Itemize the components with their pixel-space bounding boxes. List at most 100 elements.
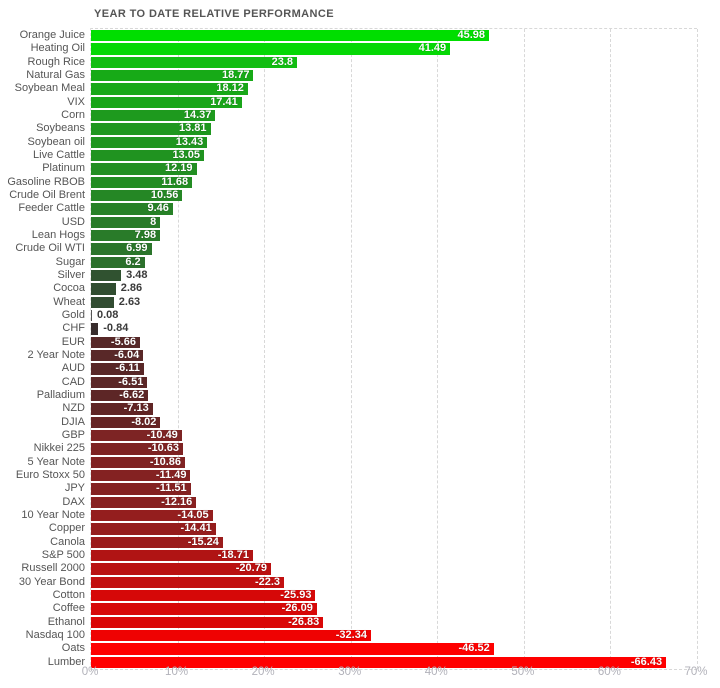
bar-row: Corn 14.37 bbox=[61, 109, 697, 122]
bar-row: 10 Year Note -14.05 bbox=[21, 509, 697, 522]
category-label: EUR bbox=[61, 335, 85, 348]
category-label: Corn bbox=[61, 109, 85, 121]
bar-row: Wheat 2.63 bbox=[53, 296, 697, 309]
bar-row: Nasdaq 100 -32.34 bbox=[26, 629, 697, 642]
bar-row: Crude Oil Brent 10.56 bbox=[9, 189, 697, 202]
value-label: -0.84 bbox=[103, 322, 129, 335]
category-label: Wheat bbox=[53, 295, 85, 308]
category-label: Russell 2000 bbox=[21, 562, 85, 575]
category-label: Cocoa bbox=[53, 282, 85, 295]
value-label: -11.49 bbox=[155, 469, 187, 482]
value-label: -6.11 bbox=[115, 362, 140, 375]
category-label: 30 Year Bond bbox=[18, 575, 85, 588]
value-label: 11.68 bbox=[161, 175, 189, 188]
gridline bbox=[264, 29, 266, 669]
bar-row: Gasoline RBOB 11.68 bbox=[7, 175, 697, 189]
chart-title: YEAR TO DATE RELATIVE PERFORMANCE bbox=[94, 8, 334, 20]
bar bbox=[91, 323, 99, 335]
value-label: -22.3 bbox=[254, 575, 281, 588]
bar: -46.52 bbox=[91, 642, 494, 655]
value-label: -8.02 bbox=[131, 415, 157, 428]
bar-row: GBP -10.49 bbox=[62, 429, 697, 442]
bar-row: Natural Gas 18.77 bbox=[26, 69, 697, 82]
category-label: Gasoline RBOB bbox=[7, 175, 85, 188]
category-label: DAX bbox=[62, 495, 85, 508]
value-label: -46.52 bbox=[458, 642, 490, 655]
category-label: Natural Gas bbox=[26, 69, 85, 81]
category-label: Live Cattle bbox=[33, 149, 85, 161]
value-label: -7.13 bbox=[123, 402, 149, 415]
bar: 45.98 bbox=[91, 29, 490, 42]
gridline bbox=[610, 29, 612, 669]
value-label: -10.49 bbox=[146, 429, 178, 442]
value-label: 6.99 bbox=[126, 242, 148, 255]
bar: 8 bbox=[91, 216, 161, 228]
value-label: 14.37 bbox=[183, 109, 212, 122]
bar-row: Euro Stoxx 50 -11.49 bbox=[16, 469, 697, 482]
bar: -14.05 bbox=[91, 509, 213, 522]
bar: 6.2 bbox=[91, 256, 145, 268]
category-label: Rough Rice bbox=[27, 55, 85, 68]
bar: -8.02 bbox=[91, 415, 161, 428]
bar: -14.41 bbox=[91, 522, 216, 535]
bar: 13.81 bbox=[91, 123, 211, 135]
bar-row: Rough Rice 23.8 bbox=[28, 56, 697, 69]
category-label: Palladium bbox=[36, 389, 85, 401]
category-label: 10 Year Note bbox=[21, 509, 85, 521]
bar-row: Feeder Cattle 9.46 bbox=[18, 202, 697, 215]
bar-row: Russell 2000 -20.79 bbox=[21, 562, 697, 575]
bar-row: 30 Year Bond -22.3 bbox=[19, 575, 697, 589]
bar-row: 2 Year Note -6.04 bbox=[28, 349, 697, 362]
category-label: Canola bbox=[50, 535, 85, 548]
bar bbox=[91, 270, 122, 282]
value-label: -26.83 bbox=[288, 615, 320, 628]
category-label: Crude Oil WTI bbox=[15, 242, 85, 255]
x-tick-label: 70% bbox=[684, 666, 708, 678]
bar: -11.49 bbox=[91, 469, 191, 482]
bar: -25.93 bbox=[91, 589, 316, 602]
bar-row: Orange Juice 45.98 bbox=[20, 29, 697, 42]
bar bbox=[91, 296, 114, 308]
bar: -6.04 bbox=[91, 349, 144, 362]
bar: -5.66 bbox=[91, 336, 140, 348]
x-tick-label: 0% bbox=[81, 666, 99, 678]
value-label: 41.49 bbox=[418, 42, 447, 55]
value-label: 7.98 bbox=[134, 229, 157, 242]
bar: 11.68 bbox=[91, 175, 193, 188]
bar: 18.12 bbox=[91, 83, 248, 95]
bar: 18.77 bbox=[91, 69, 254, 82]
category-label: USD bbox=[61, 215, 85, 228]
gridline bbox=[350, 29, 352, 669]
bar: 17.41 bbox=[91, 96, 242, 108]
bar-row: Oats -46.52 bbox=[62, 642, 697, 655]
bar-row: CAD -6.51 bbox=[62, 376, 697, 389]
bar-row: JPY -11.51 bbox=[65, 482, 697, 495]
value-label: -10.63 bbox=[147, 442, 180, 455]
bar: -6.11 bbox=[91, 362, 144, 375]
value-label: 0.08 bbox=[97, 309, 119, 322]
value-label: -66.43 bbox=[630, 655, 663, 668]
bar-row: Coffee -26.09 bbox=[53, 602, 697, 615]
category-label: 5 Year Note bbox=[27, 455, 86, 468]
value-label: 9.46 bbox=[147, 202, 169, 215]
category-label: Oats bbox=[61, 642, 85, 655]
bar-row: AUD -6.11 bbox=[62, 362, 697, 375]
value-label: -15.24 bbox=[187, 535, 219, 548]
category-label: Platinum bbox=[42, 162, 85, 175]
bar: 14.37 bbox=[91, 109, 216, 122]
value-label: -18.71 bbox=[217, 549, 249, 562]
bar: -7.13 bbox=[91, 402, 153, 415]
category-label: Lumber bbox=[47, 655, 85, 668]
value-label: -14.41 bbox=[180, 522, 212, 535]
value-label: 2.86 bbox=[120, 282, 143, 295]
bar: -10.63 bbox=[91, 442, 184, 455]
category-label: Lean Hogs bbox=[31, 229, 85, 241]
bar: 23.8 bbox=[91, 56, 298, 68]
x-tick-label: 40% bbox=[424, 666, 448, 678]
bar: -6.51 bbox=[91, 376, 148, 388]
value-label: 45.98 bbox=[457, 29, 486, 42]
category-label: JPY bbox=[64, 482, 85, 495]
bar: 6.99 bbox=[91, 242, 152, 255]
category-label: GBP bbox=[61, 429, 85, 441]
bar: 41.49 bbox=[91, 42, 451, 55]
